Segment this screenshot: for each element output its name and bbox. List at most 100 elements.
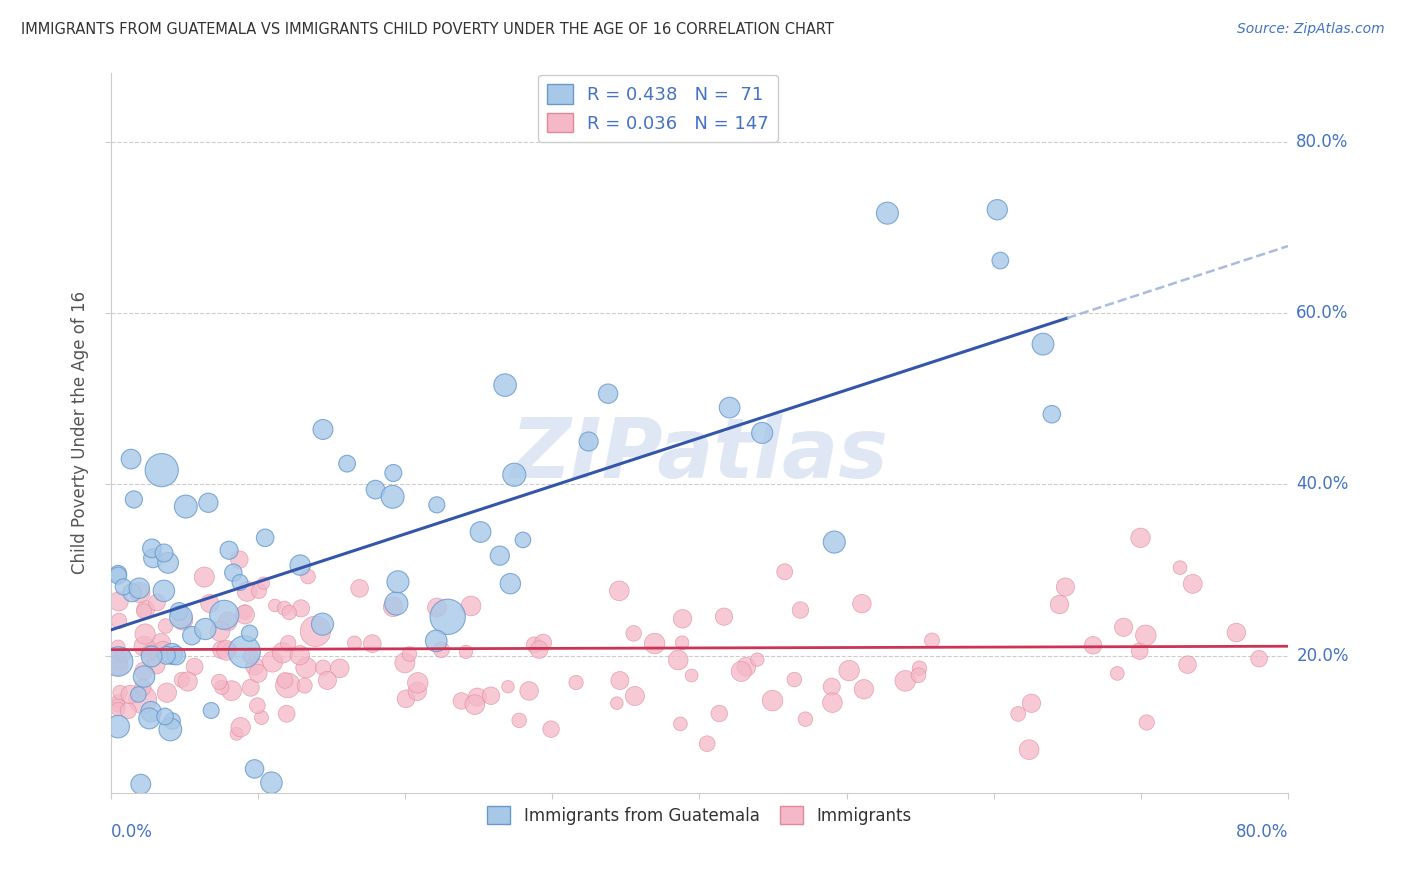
Point: [609, 673, 631, 688]
Point: [233, 605, 256, 619]
Point: [252, 576, 274, 591]
Point: [218, 543, 240, 558]
Point: [215, 643, 238, 657]
Point: [228, 552, 250, 566]
Point: [193, 570, 215, 584]
Point: [127, 688, 149, 702]
Point: [1007, 706, 1029, 721]
Point: [239, 681, 262, 695]
Point: [336, 457, 359, 471]
Point: [666, 653, 689, 667]
Point: [208, 674, 231, 689]
Point: [107, 702, 129, 716]
Point: [146, 595, 169, 609]
Point: [454, 645, 477, 659]
Point: [751, 425, 773, 440]
Point: [1021, 696, 1043, 710]
Point: [838, 664, 860, 678]
Point: [273, 601, 295, 615]
Point: [167, 605, 190, 619]
Point: [343, 636, 366, 650]
Point: [271, 646, 294, 660]
Point: [198, 596, 221, 610]
Point: [170, 610, 193, 624]
Point: [450, 694, 472, 708]
Point: [108, 614, 131, 628]
Text: Source: ZipAtlas.com: Source: ZipAtlas.com: [1237, 22, 1385, 37]
Point: [406, 675, 429, 690]
Point: [139, 705, 162, 719]
Point: [254, 531, 277, 545]
Point: [153, 546, 176, 560]
Point: [174, 500, 197, 514]
Legend: Immigrants from Guatemala, Immigrants: Immigrants from Guatemala, Immigrants: [481, 799, 918, 831]
Point: [908, 661, 931, 675]
Text: IMMIGRANTS FROM GUATEMALA VS IMMIGRANTS CHILD POVERTY UNDER THE AGE OF 16 CORREL: IMMIGRANTS FROM GUATEMALA VS IMMIGRANTS …: [21, 22, 834, 37]
Point: [107, 568, 129, 582]
Point: [364, 483, 387, 497]
Point: [1129, 644, 1152, 658]
Point: [288, 648, 311, 663]
Point: [329, 661, 352, 675]
Point: [578, 434, 600, 449]
Text: 60.0%: 60.0%: [1296, 304, 1348, 322]
Point: [894, 673, 917, 688]
Point: [156, 686, 179, 700]
Point: [155, 619, 177, 633]
Point: [243, 659, 266, 673]
Point: [565, 675, 588, 690]
Point: [165, 648, 187, 663]
Point: [773, 565, 796, 579]
Point: [387, 574, 409, 589]
Point: [274, 673, 297, 688]
Point: [470, 524, 492, 539]
Point: [1181, 577, 1204, 591]
Point: [150, 636, 173, 650]
Text: 80.0%: 80.0%: [1236, 823, 1288, 841]
Point: [239, 626, 262, 640]
Point: [1136, 715, 1159, 730]
Point: [464, 698, 486, 712]
Point: [122, 492, 145, 507]
Point: [624, 689, 647, 703]
Point: [233, 645, 256, 659]
Point: [107, 566, 129, 581]
Point: [263, 599, 285, 613]
Point: [523, 638, 546, 652]
Text: ZIPatlas: ZIPatlas: [510, 414, 889, 495]
Point: [921, 633, 943, 648]
Point: [527, 642, 550, 657]
Point: [406, 684, 429, 698]
Point: [1177, 657, 1199, 672]
Point: [671, 612, 693, 626]
Point: [517, 684, 540, 698]
Point: [233, 607, 256, 622]
Point: [382, 599, 405, 614]
Point: [111, 648, 134, 662]
Point: [479, 689, 502, 703]
Point: [141, 541, 163, 556]
Point: [108, 685, 131, 699]
Point: [208, 624, 231, 639]
Point: [1129, 531, 1152, 545]
Point: [239, 649, 262, 664]
Point: [132, 664, 155, 678]
Point: [150, 463, 173, 477]
Point: [606, 696, 628, 710]
Point: [494, 378, 516, 392]
Point: [394, 656, 416, 670]
Point: [197, 496, 219, 510]
Point: [496, 680, 519, 694]
Point: [132, 669, 155, 683]
Point: [876, 206, 898, 220]
Point: [278, 606, 301, 620]
Point: [508, 714, 530, 728]
Text: 80.0%: 80.0%: [1296, 133, 1348, 151]
Point: [361, 636, 384, 650]
Point: [503, 467, 526, 482]
Point: [1168, 560, 1191, 574]
Point: [1018, 742, 1040, 756]
Point: [311, 617, 333, 632]
Point: [260, 775, 283, 789]
Point: [135, 602, 157, 616]
